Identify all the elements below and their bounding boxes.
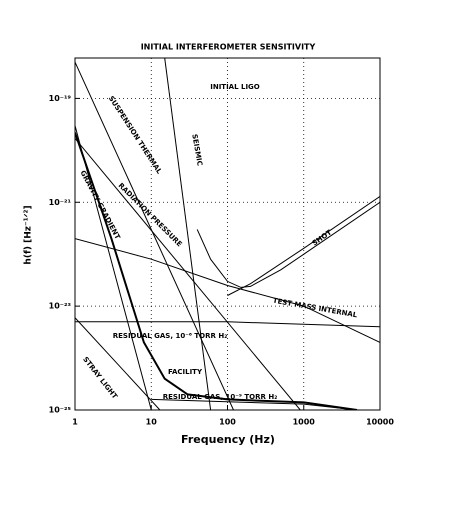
curve	[75, 125, 152, 410]
curve-label: SEISMIC	[190, 133, 203, 166]
curve	[75, 132, 358, 410]
y-tick-label: 10⁻²³	[49, 302, 72, 311]
curve	[227, 195, 380, 296]
curve-label: RADIATION PRESSURE	[117, 182, 184, 249]
curve-label: GRAVITY GRADIENT	[78, 169, 121, 241]
curve-label: SHOT	[311, 228, 333, 247]
curve-label: SUSPENSION THERMAL	[107, 95, 164, 176]
curve	[75, 138, 301, 410]
x-tick-label: 10000	[366, 418, 394, 427]
curve-label: TEST MASS INTERNAL	[272, 297, 358, 320]
curve-label: RESIDUAL GAS, 10⁻⁶ TORR H₂	[113, 332, 228, 340]
curve	[196, 201, 380, 288]
y-axis-label: h(f) [Hz⁻¹ᐟ²]	[24, 205, 34, 264]
curve-label: STRAY LIGHT	[81, 355, 119, 400]
curve	[75, 61, 234, 410]
curve	[75, 317, 161, 410]
y-tick-label: 10⁻²⁵	[49, 406, 72, 415]
y-tick-label: 10⁻¹⁹	[49, 94, 72, 103]
x-tick-label: 10	[146, 418, 158, 427]
y-tick-label: 10⁻²¹	[49, 198, 72, 207]
curve	[75, 238, 380, 343]
x-axis-label: Frequency (Hz)	[181, 433, 275, 446]
x-tick-label: 1000	[293, 418, 316, 427]
plot-area	[75, 58, 380, 410]
curve	[151, 398, 358, 410]
curve-label: INITIAL LIGO	[210, 83, 260, 91]
x-tick-label: 1	[72, 418, 78, 427]
x-tick-label: 100	[219, 418, 236, 427]
curve	[75, 321, 380, 328]
curve-label: RESIDUAL GAS, 10⁻⁹ TORR H₂	[163, 393, 278, 401]
chart-title: INITIAL INTERFEROMETER SENSITIVITY	[141, 43, 316, 52]
curve	[164, 58, 212, 410]
curve-label: FACILITY	[168, 368, 203, 376]
